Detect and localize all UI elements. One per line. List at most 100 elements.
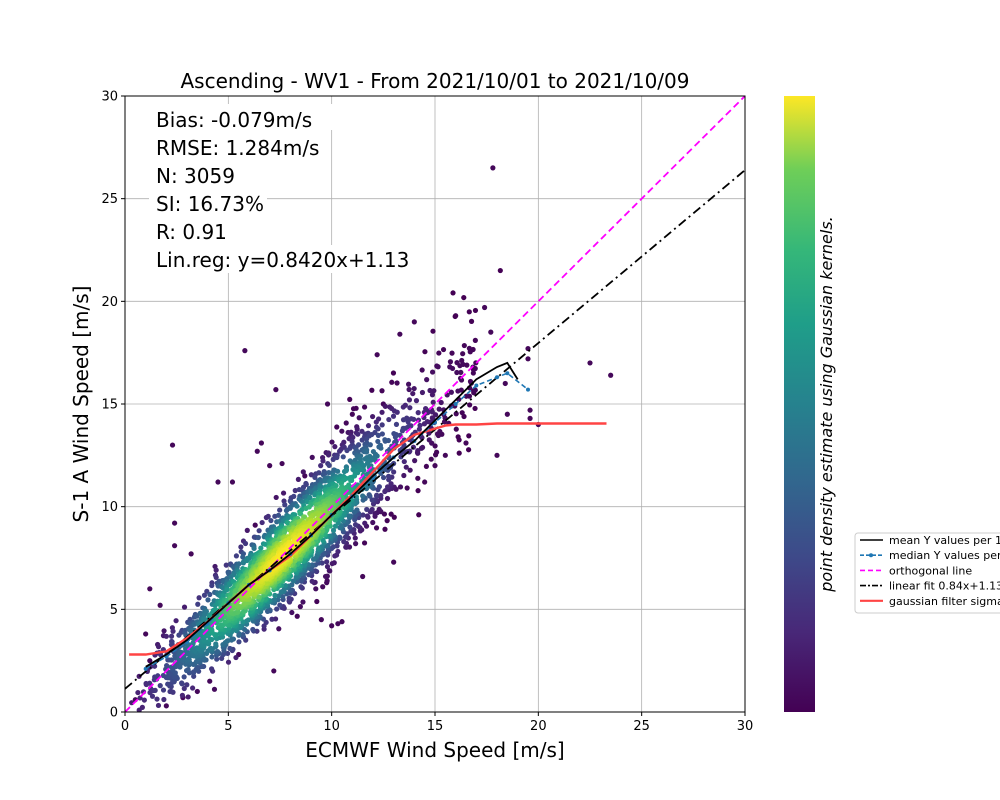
scatter-point xyxy=(362,520,368,526)
legend-label: orthogonal line xyxy=(889,564,972,577)
scatter-point xyxy=(329,560,335,567)
scatter-point xyxy=(320,458,326,464)
scatter-point xyxy=(442,452,448,458)
legend-marker xyxy=(869,553,873,558)
scatter-point xyxy=(190,685,196,691)
legend-label: median Y values per xyxy=(889,549,1000,562)
scatter-point xyxy=(388,481,394,487)
scatter-point xyxy=(459,410,465,416)
scatter-point xyxy=(392,434,399,440)
scatter-point xyxy=(240,554,246,560)
scatter-point xyxy=(276,593,282,599)
scatter-point xyxy=(172,670,178,676)
scatter-point xyxy=(482,304,488,311)
scatter-point xyxy=(382,403,388,409)
scatter-point xyxy=(456,450,462,456)
scatter-point xyxy=(472,405,478,412)
scatter-point xyxy=(227,645,233,652)
scatter-point xyxy=(372,510,378,517)
scatter-point xyxy=(179,680,185,686)
stat-background xyxy=(149,133,329,161)
series-lines xyxy=(125,96,745,712)
x-tick-label: 25 xyxy=(633,719,650,734)
scatter-point xyxy=(278,589,284,595)
scatter-point xyxy=(353,541,359,547)
scatter-point xyxy=(341,539,347,545)
scatter-point xyxy=(384,495,391,502)
scatter-point xyxy=(403,464,409,470)
scatter-point xyxy=(165,664,171,670)
scatter-point xyxy=(290,578,297,584)
scatter-point xyxy=(329,623,335,629)
scatter-point xyxy=(241,626,248,633)
scatter-point xyxy=(366,492,372,498)
scatter-point xyxy=(295,476,301,482)
scatter-point xyxy=(504,411,510,417)
scatter-point xyxy=(399,428,406,434)
scatter-point xyxy=(427,387,433,394)
y-tick-label: 5 xyxy=(110,603,118,618)
scatter-point xyxy=(236,639,242,645)
scatter-point xyxy=(135,689,141,696)
scatter-point xyxy=(154,696,160,702)
scatter-point xyxy=(152,687,158,693)
scatter-point xyxy=(430,328,436,334)
scatter-point xyxy=(370,501,377,507)
scatter-point xyxy=(340,454,346,460)
scatter-point xyxy=(440,346,447,353)
scatter-point xyxy=(225,659,232,665)
scatter-point xyxy=(223,562,229,568)
scatter-point xyxy=(157,602,163,608)
scatter-point xyxy=(382,488,388,495)
scatter-point xyxy=(169,442,176,448)
scatter-point xyxy=(329,545,335,552)
scatter-point xyxy=(309,562,316,568)
scatter-point xyxy=(423,463,430,470)
scatter-point xyxy=(361,540,368,546)
scatter-point xyxy=(360,573,366,580)
scatter-point xyxy=(231,571,237,578)
scatter-point xyxy=(273,387,279,393)
stat-line: SI: 16.73% xyxy=(156,192,264,216)
x-tick-label: 20 xyxy=(530,719,547,734)
scatter-point xyxy=(300,599,306,605)
scatter-point xyxy=(258,545,264,551)
scatter-point xyxy=(181,674,187,680)
scatter-point xyxy=(438,399,444,406)
scatter-point xyxy=(181,685,187,692)
scatter-point xyxy=(273,494,279,501)
scatter-point xyxy=(300,469,306,475)
scatter-point xyxy=(527,415,533,421)
scatter-point xyxy=(274,606,280,612)
scatter-point xyxy=(410,390,416,397)
scatter-point xyxy=(255,534,261,541)
scatter-point xyxy=(373,525,380,531)
scatter-point xyxy=(426,437,432,443)
scatter-point xyxy=(195,601,201,607)
scatter-point xyxy=(379,409,385,415)
scatter-point xyxy=(347,396,353,403)
scatter-point xyxy=(250,626,256,633)
scatter-point xyxy=(332,553,338,559)
scatter-point xyxy=(350,434,356,440)
scatter-point xyxy=(161,628,167,634)
colorbar xyxy=(784,96,815,712)
scatter-point xyxy=(360,493,366,499)
x-tick-label: 30 xyxy=(737,719,754,734)
scatter-point xyxy=(391,469,397,475)
scatter-point xyxy=(452,313,458,320)
scatter-point xyxy=(316,545,322,551)
legend-label: mean Y values per 1 xyxy=(889,534,1000,547)
scatter-point xyxy=(306,572,312,578)
scatter-point xyxy=(339,428,345,434)
scatter-point xyxy=(324,559,330,565)
scatter-point xyxy=(201,592,208,598)
scatter-point xyxy=(352,522,359,528)
scatter-point xyxy=(276,626,282,632)
scatter-point xyxy=(259,519,265,526)
scatter-point xyxy=(242,540,249,547)
scatter-point xyxy=(214,648,221,655)
scatter-point xyxy=(229,479,236,485)
y-tick-label: 30 xyxy=(101,90,118,105)
